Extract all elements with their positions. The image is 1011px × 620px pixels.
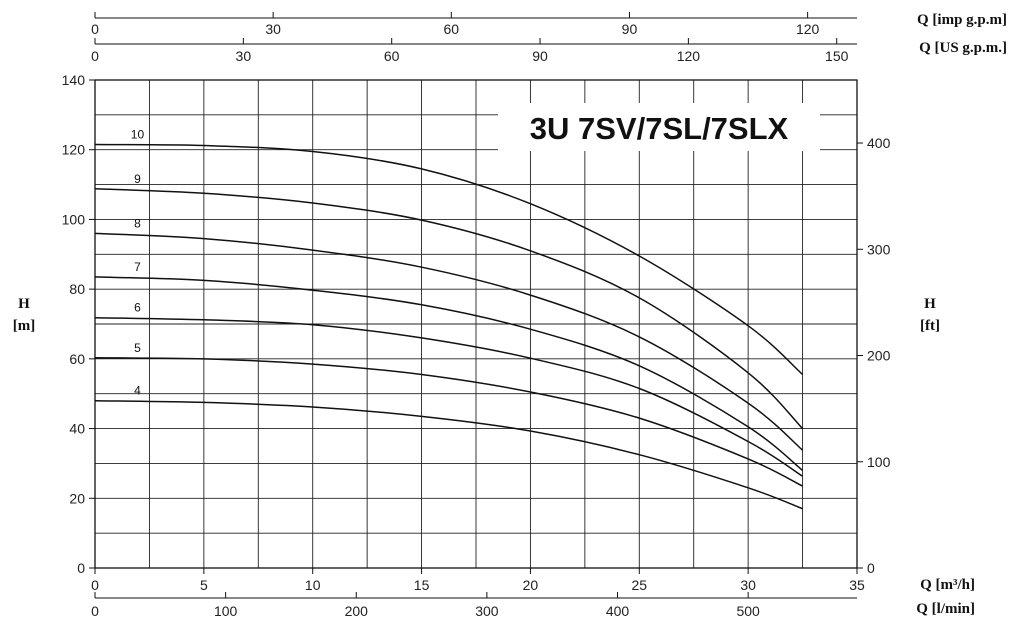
chart-title-box: 3U 7SV/7SL/7SLX: [498, 103, 820, 151]
x-top-imp-axis-label: Q [imp g.p.m]: [917, 12, 1007, 28]
curve-label-9: 9: [134, 172, 141, 186]
curve-labels: 10 9 8 7 6 5 4: [131, 127, 145, 397]
y-axis-label: H [m]: [13, 296, 36, 334]
y-tick-label: 120: [62, 142, 86, 158]
y-tick-label: 80: [69, 281, 85, 297]
x-lmin-tick-label: 0: [91, 603, 99, 619]
x-tick-label: 5: [200, 577, 208, 593]
x-top-imp-tick-label: 30: [265, 21, 281, 37]
x-tick-label: 30: [740, 577, 756, 593]
y-tick-label: 20: [69, 490, 85, 506]
y-right-tick-label: 200: [867, 348, 891, 364]
x-tick-label: 15: [414, 577, 430, 593]
curve-label-10: 10: [131, 127, 145, 141]
y-right-tick-label: 100: [867, 454, 891, 470]
y-tick-label: 140: [62, 72, 86, 88]
x-lmin-tick-label: 400: [606, 603, 630, 619]
x-lmin-tick-label: 200: [345, 603, 369, 619]
y-right-tick-label: 400: [867, 135, 891, 151]
plot-frame: [94, 79, 858, 569]
curve-8: [94, 232, 804, 451]
curve-label-6: 6: [134, 301, 141, 315]
curve-7: [94, 276, 804, 471]
y-right-tick-label: 300: [867, 241, 891, 257]
x-lmin-tick-label: 300: [475, 603, 499, 619]
x-axis-label: Q [m³/h]: [920, 577, 975, 593]
x-tick-label: 20: [523, 577, 539, 593]
x-top-us-tick-label: 0: [91, 48, 99, 64]
curves: [94, 143, 804, 510]
chart-title: 3U 7SV/7SL/7SLX: [530, 111, 789, 146]
y-right-axis-label: H [ft]: [920, 296, 940, 334]
x-top-us-tick-label: 60: [384, 48, 400, 64]
curve-6: [94, 316, 804, 477]
x-tick-label: 35: [849, 577, 865, 593]
y-tick-label: 40: [69, 421, 85, 437]
x-top-us-tick-label: 30: [236, 48, 252, 64]
curve-10: [94, 143, 804, 376]
x-tick-label: 10: [305, 577, 321, 593]
y-tick-label: 0: [77, 560, 85, 576]
x-lmin-tick-label: 100: [214, 603, 238, 619]
x-top-imp-tick-label: 0: [91, 21, 99, 37]
grid: [94, 79, 858, 569]
x-tick-label: 0: [91, 577, 99, 593]
x-top-imp-tick-label: 60: [444, 21, 460, 37]
x-top-us-tick-label: 150: [825, 48, 849, 64]
curve-label-8: 8: [134, 216, 141, 230]
x-top-imp-tick-label: 120: [796, 21, 820, 37]
curve-label-4: 4: [134, 384, 141, 398]
x-top-us-tick-label: 90: [532, 48, 548, 64]
x-top-imp-tick-label: 90: [622, 21, 638, 37]
x-tick-label: 25: [631, 577, 647, 593]
curve-5: [94, 357, 803, 487]
curve-4: [94, 399, 803, 510]
y-right-tick-label: 0: [867, 560, 875, 576]
x-top-us-tick-label: 120: [677, 48, 701, 64]
x-top-us-axis-label: Q [US g.p.m.]: [919, 40, 1007, 56]
y-tick-label: 60: [69, 351, 85, 367]
y-tick-label: 100: [62, 211, 86, 227]
curve-9: [94, 188, 804, 430]
x-lmin-tick-label: 500: [736, 603, 760, 619]
x-lmin-axis-label: Q [l/min]: [916, 601, 975, 617]
curve-label-7: 7: [134, 260, 141, 274]
curve-label-5: 5: [134, 341, 141, 355]
